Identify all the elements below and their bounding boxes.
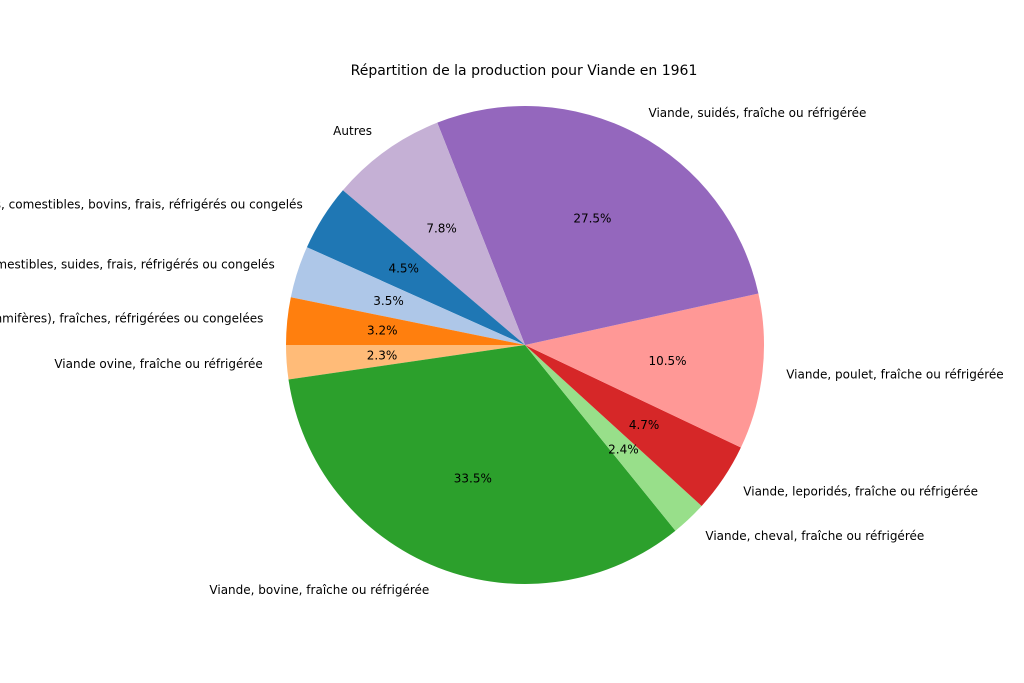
pie-slices — [286, 105, 765, 584]
slice-category-label: Viande, suidés, fraîche ou réfrigérée — [649, 106, 867, 120]
pie-slice — [286, 297, 525, 345]
pie-slice — [342, 122, 525, 346]
slice-percent-label: 3.2% — [367, 324, 398, 338]
slice-percent-label: 2.4% — [608, 442, 639, 456]
pie-slice — [525, 345, 741, 506]
pie-slice — [290, 247, 525, 345]
slice-category-label: Abats, comestibles, suides, frais, réfri… — [0, 258, 275, 272]
pie-slice — [525, 293, 765, 448]
slice-category-label: Viande ovine, fraîche ou réfrigérée — [54, 357, 262, 371]
slice-percent-label: 4.5% — [388, 262, 419, 276]
chart-title: Répartition de la production pour Viande… — [351, 63, 698, 79]
slice-category-label: Viande, cheval, fraîche ou réfrigérée — [705, 529, 924, 543]
slice-category-label: Viandes (mammifères), fraîches, réfrigér… — [0, 312, 263, 326]
pie-slice — [288, 345, 676, 584]
slice-category-label: Viande, leporidés, fraîche ou réfrigérée — [743, 485, 978, 499]
slice-category-label: Autres — [333, 124, 372, 138]
slice-percent-label: 4.7% — [629, 418, 660, 432]
pie-slice — [306, 190, 525, 345]
pie-slice — [286, 345, 525, 380]
slice-percent-label: 7.8% — [426, 221, 457, 235]
slice-percent-label: 10.5% — [648, 354, 686, 368]
pie-slice — [437, 105, 759, 345]
slice-category-label: Abats, comestibles, bovins, frais, réfri… — [0, 198, 303, 212]
slice-percent-label: 27.5% — [573, 211, 611, 225]
slice-category-label: Viande, bovine, fraîche ou réfrigérée — [209, 583, 429, 597]
pie-labels: 2.3% Viande ovine, fraîche ou réfrigérée 3… — [0, 106, 1004, 597]
slice-percent-label: 33.5% — [454, 472, 492, 486]
slice-category-label: Viande, poulet, fraîche ou réfrigérée — [786, 368, 1003, 382]
slice-percent-label: 3.5% — [373, 294, 404, 308]
slice-percent-label: 2.3% — [367, 348, 398, 362]
pie-slice — [525, 345, 702, 531]
